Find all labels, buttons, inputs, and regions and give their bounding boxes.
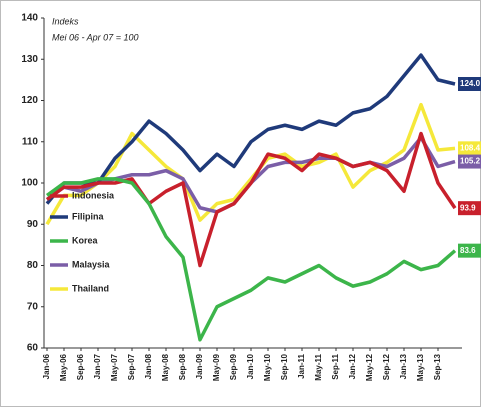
x-tick-label: May-07 — [110, 353, 119, 381]
y-tick-label: 110 — [22, 136, 39, 147]
value-label-box — [458, 77, 481, 91]
value-label: 124.0 — [460, 79, 481, 88]
x-tick-label: Jan-11 — [297, 353, 306, 378]
value-label: 105.2 — [460, 157, 481, 166]
x-tick-label: Sep-12 — [382, 353, 391, 380]
y-tick-label: 120 — [21, 95, 38, 106]
y-tick-label: 80 — [27, 260, 39, 271]
x-tick-label: Sep-11 — [331, 353, 340, 379]
series-line — [45, 131, 457, 268]
x-tick-label: Jan-08 — [144, 353, 153, 379]
x-tick-label: Jan-10 — [246, 353, 255, 379]
value-label-box — [458, 141, 481, 156]
x-tick-label: May-10 — [263, 353, 272, 381]
x-tick-label: May-11 — [314, 353, 323, 380]
x-tick-label: Jan-13 — [399, 353, 408, 379]
value-label-box — [458, 201, 481, 216]
y-tick-label: 130 — [21, 54, 38, 65]
annotation: Mei 06 - Apr 07 = 100 — [52, 32, 138, 42]
x-tick-label: Sep-09 — [229, 353, 238, 380]
legend-label: Indonesia — [72, 190, 115, 200]
value-label: 93.9 — [460, 203, 476, 212]
x-tick-label: May-09 — [212, 353, 221, 381]
x-tick-label: May-13 — [416, 353, 425, 381]
legend-label: Malaysia — [72, 259, 111, 269]
x-tick-label: Jan-07 — [93, 353, 102, 379]
x-tick-label: Jan-06 — [42, 353, 51, 379]
series-line — [45, 53, 456, 205]
x-tick-label: Sep-07 — [127, 353, 136, 380]
x-tick-label: Jan-12 — [348, 353, 357, 379]
x-tick-label: Sep-10 — [280, 353, 289, 380]
y-tick-label: 140 — [21, 13, 38, 24]
y-tick-label: 100 — [21, 178, 38, 189]
value-label-box — [458, 154, 481, 169]
x-tick-label: Sep-06 — [76, 353, 85, 380]
series-line — [45, 102, 456, 226]
y-tick-label: 90 — [27, 219, 39, 230]
legend-label: Thailand — [72, 283, 109, 293]
annotation: Indeks — [52, 16, 79, 26]
series-line — [45, 177, 457, 342]
x-tick-label: Sep-13 — [433, 353, 442, 380]
y-tick-label: 60 — [27, 343, 39, 354]
value-label-box — [458, 243, 481, 258]
x-tick-label: Sep-08 — [178, 353, 187, 380]
x-tick-label: May-08 — [161, 353, 170, 381]
legend-label: Korea — [72, 235, 99, 245]
y-tick-label: 70 — [27, 301, 39, 312]
x-tick-label: Jan-09 — [195, 353, 204, 379]
x-tick-label: May-06 — [59, 353, 68, 381]
legend-label: Filipina — [72, 211, 104, 221]
value-label: 83.6 — [460, 246, 476, 255]
x-tick-label: May-12 — [365, 353, 374, 381]
value-label: 108.4 — [460, 143, 481, 152]
